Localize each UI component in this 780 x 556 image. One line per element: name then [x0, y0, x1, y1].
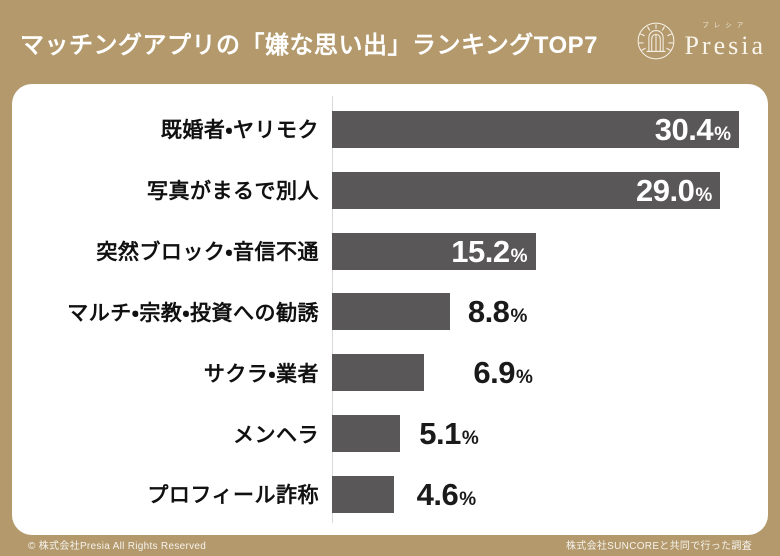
bar-value-label: 15.2% [451, 233, 528, 269]
bar-track: 6.9% [332, 342, 768, 403]
bar: 15.2% [332, 232, 536, 270]
bar-label: 突然ブロック・音信不通 [96, 241, 319, 265]
bar: 29.0% [332, 171, 721, 209]
bar: 30.4% [332, 110, 740, 148]
bar-row: メンヘラ 5.1% [12, 403, 768, 464]
bar-chart: 既婚者・ヤリモク 30.4% 写真がまるで別人 29.0% 突然ブロック・音信不通 15.… [12, 99, 768, 525]
bar-track: 8.8% [332, 282, 768, 343]
bar-row: マルチ・宗教・投資への勧誘 8.8% [12, 282, 768, 343]
bar-label: メンヘラ [233, 423, 319, 447]
bar-value-label: 5.1% [419, 416, 479, 452]
page-title: マッチングアプリの「嫌な思い出」ランキングTOP7 [20, 31, 599, 59]
bar-value-label: 4.6% [416, 476, 477, 512]
presia-emblem-icon [638, 22, 675, 60]
footer: © 株式会社Presia All Rights Reserved 株式会社SUN… [0, 535, 780, 556]
presia-logo: プレシア Presia [637, 22, 766, 60]
bar-row: 既婚者・ヤリモク 30.4% [12, 99, 768, 160]
bar-row: サクラ・業者 6.9% [12, 342, 768, 403]
bar-label: サクラ・業者 [203, 362, 319, 386]
logo-kana: プレシア [702, 22, 749, 30]
bar-row: プロフィール詐称 4.6% [12, 464, 768, 525]
bar-value-label: 8.8% [467, 294, 528, 330]
chart-card: 既婚者・ヤリモク 30.4% 写真がまるで別人 29.0% 突然ブロック・音信不通 15.… [12, 84, 768, 535]
bar-track: 5.1% [332, 403, 768, 464]
bar-value-label: 6.9% [473, 355, 533, 391]
survey-credit-text: 株式会社SUNCOREと共同で行った調査 [565, 541, 752, 552]
logo-name: Presia [684, 30, 766, 60]
bar-label: 写真がまるで別人 [147, 180, 319, 204]
header: マッチングアプリの「嫌な思い出」ランキングTOP7 プレシア P [0, 0, 780, 84]
bar-track: 30.4% [332, 99, 768, 160]
bar-row: 写真がまるで別人 29.0% [12, 160, 768, 221]
bar-label: プロフィール詐称 [147, 484, 319, 508]
bar-label: マルチ・宗教・投資への勧誘 [67, 301, 319, 325]
bar-value-label: 29.0% [636, 172, 713, 208]
bar-value-label: 30.4% [654, 111, 732, 147]
bar-track: 29.0% [332, 160, 768, 221]
bar-label: 既婚者・ヤリモク [160, 119, 319, 143]
logo-text: プレシア Presia [684, 23, 766, 59]
bar [332, 415, 401, 453]
bar [332, 354, 425, 392]
copyright-text: © 株式会社Presia All Rights Reserved [28, 541, 207, 552]
bar-track: 4.6% [332, 464, 768, 525]
bar-row: 突然ブロック・音信不通 15.2% [12, 221, 768, 282]
bar-track: 15.2% [332, 221, 768, 282]
bar [332, 475, 394, 513]
bar [332, 293, 450, 331]
